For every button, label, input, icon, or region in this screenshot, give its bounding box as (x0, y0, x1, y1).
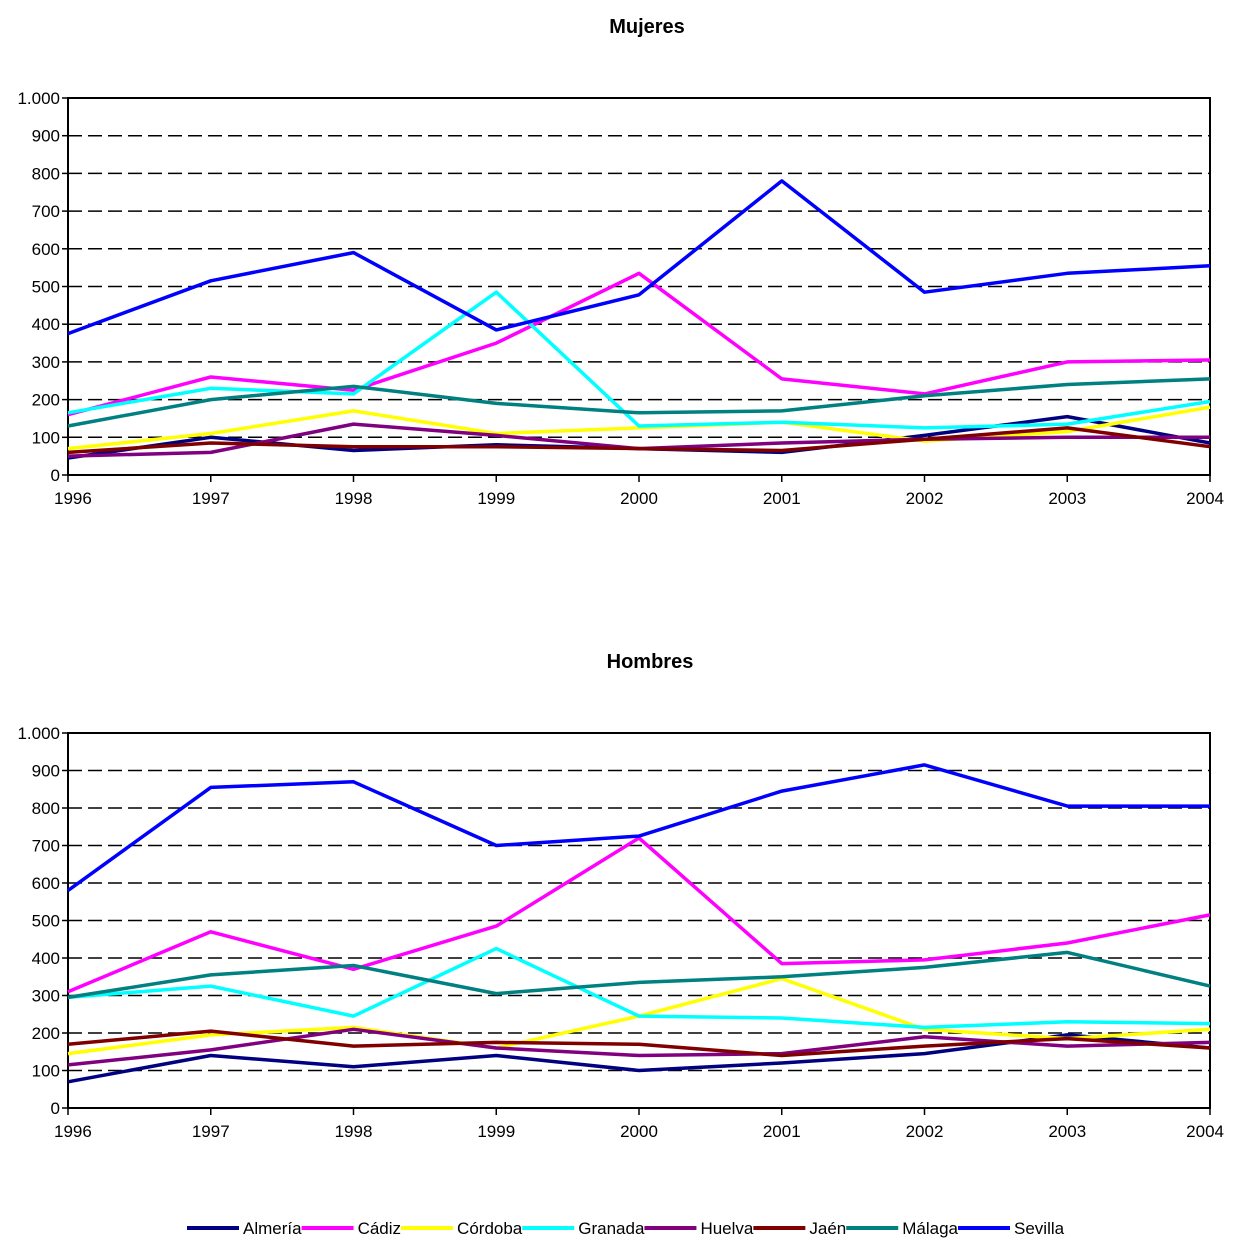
y-tick-label: 900 (32, 762, 60, 781)
legend-label-almeria: Almería (243, 1219, 302, 1238)
plot-area-mujeres: 0 100 200 300 400 500 600 700 800 900 1.000 1996 199… (17, 89, 1224, 508)
legend: Almería Cádiz Córdoba Granada Huelva Jaén Mála… (187, 1219, 1065, 1238)
x-tick-label: 1996 (54, 1122, 92, 1141)
legend-label-huelva: Huelva (700, 1219, 753, 1238)
legend-label-malaga: Málaga (902, 1219, 958, 1238)
y-tick-label: 0 (51, 1099, 60, 1118)
y-tick-label: 400 (32, 949, 60, 968)
chart-title-hombres: Hombres (607, 651, 694, 673)
x-tick-label: 1997 (192, 489, 230, 508)
x-tick-label: 2002 (906, 489, 944, 508)
x-tick-label: 2003 (1048, 489, 1086, 508)
legend-label-jaen: Jaén (809, 1219, 846, 1238)
y-tick-label: 200 (32, 391, 60, 410)
x-tick-label: 1998 (335, 489, 373, 508)
y-tick-label: 800 (32, 164, 60, 183)
y-tick-label: 0 (51, 466, 60, 485)
x-tick-label: 2000 (620, 489, 658, 508)
legend-label-sevilla: Sevilla (1014, 1219, 1065, 1238)
legend-label-cordoba: Córdoba (457, 1219, 523, 1238)
x-tick-label: 2002 (906, 1122, 944, 1141)
y-tick-label: 900 (32, 127, 60, 146)
y-tick-label: 600 (32, 240, 60, 259)
y-tick-label: 1.000 (17, 724, 60, 743)
y-tick-label: 500 (32, 278, 60, 297)
x-tick-label: 2004 (1186, 489, 1224, 508)
x-tick-label: 1999 (477, 1122, 515, 1141)
y-tick-label: 300 (32, 353, 60, 372)
y-tick-label: 800 (32, 799, 60, 818)
y-tick-label: 300 (32, 987, 60, 1006)
x-tick-label: 1998 (335, 1122, 373, 1141)
y-tick-label: 100 (32, 428, 60, 447)
x-tick-label: 1996 (54, 489, 92, 508)
y-tick-label: 600 (32, 874, 60, 893)
y-tick-label: 400 (32, 315, 60, 334)
y-tick-label: 700 (32, 837, 60, 856)
x-tick-label: 2004 (1186, 1122, 1224, 1141)
plot-area-hombres: 0 100 200 300 400 500 600 700 800 900 1.000 1996 199… (17, 724, 1224, 1141)
x-tick-label: 2001 (763, 1122, 801, 1141)
legend-label-granada: Granada (578, 1219, 645, 1238)
x-tick-label: 2001 (763, 489, 801, 508)
x-tick-label: 1999 (477, 489, 515, 508)
y-tick-label: 100 (32, 1062, 60, 1081)
x-tick-label: 2000 (620, 1122, 658, 1141)
legend-label-cadiz: Cádiz (358, 1219, 401, 1238)
y-tick-label: 200 (32, 1024, 60, 1043)
y-tick-label: 1.000 (17, 89, 60, 108)
x-tick-label: 2003 (1048, 1122, 1086, 1141)
x-tick-label: 1997 (192, 1122, 230, 1141)
chart-title-mujeres: Mujeres (609, 16, 685, 38)
y-tick-label: 500 (32, 912, 60, 931)
y-tick-label: 700 (32, 202, 60, 221)
